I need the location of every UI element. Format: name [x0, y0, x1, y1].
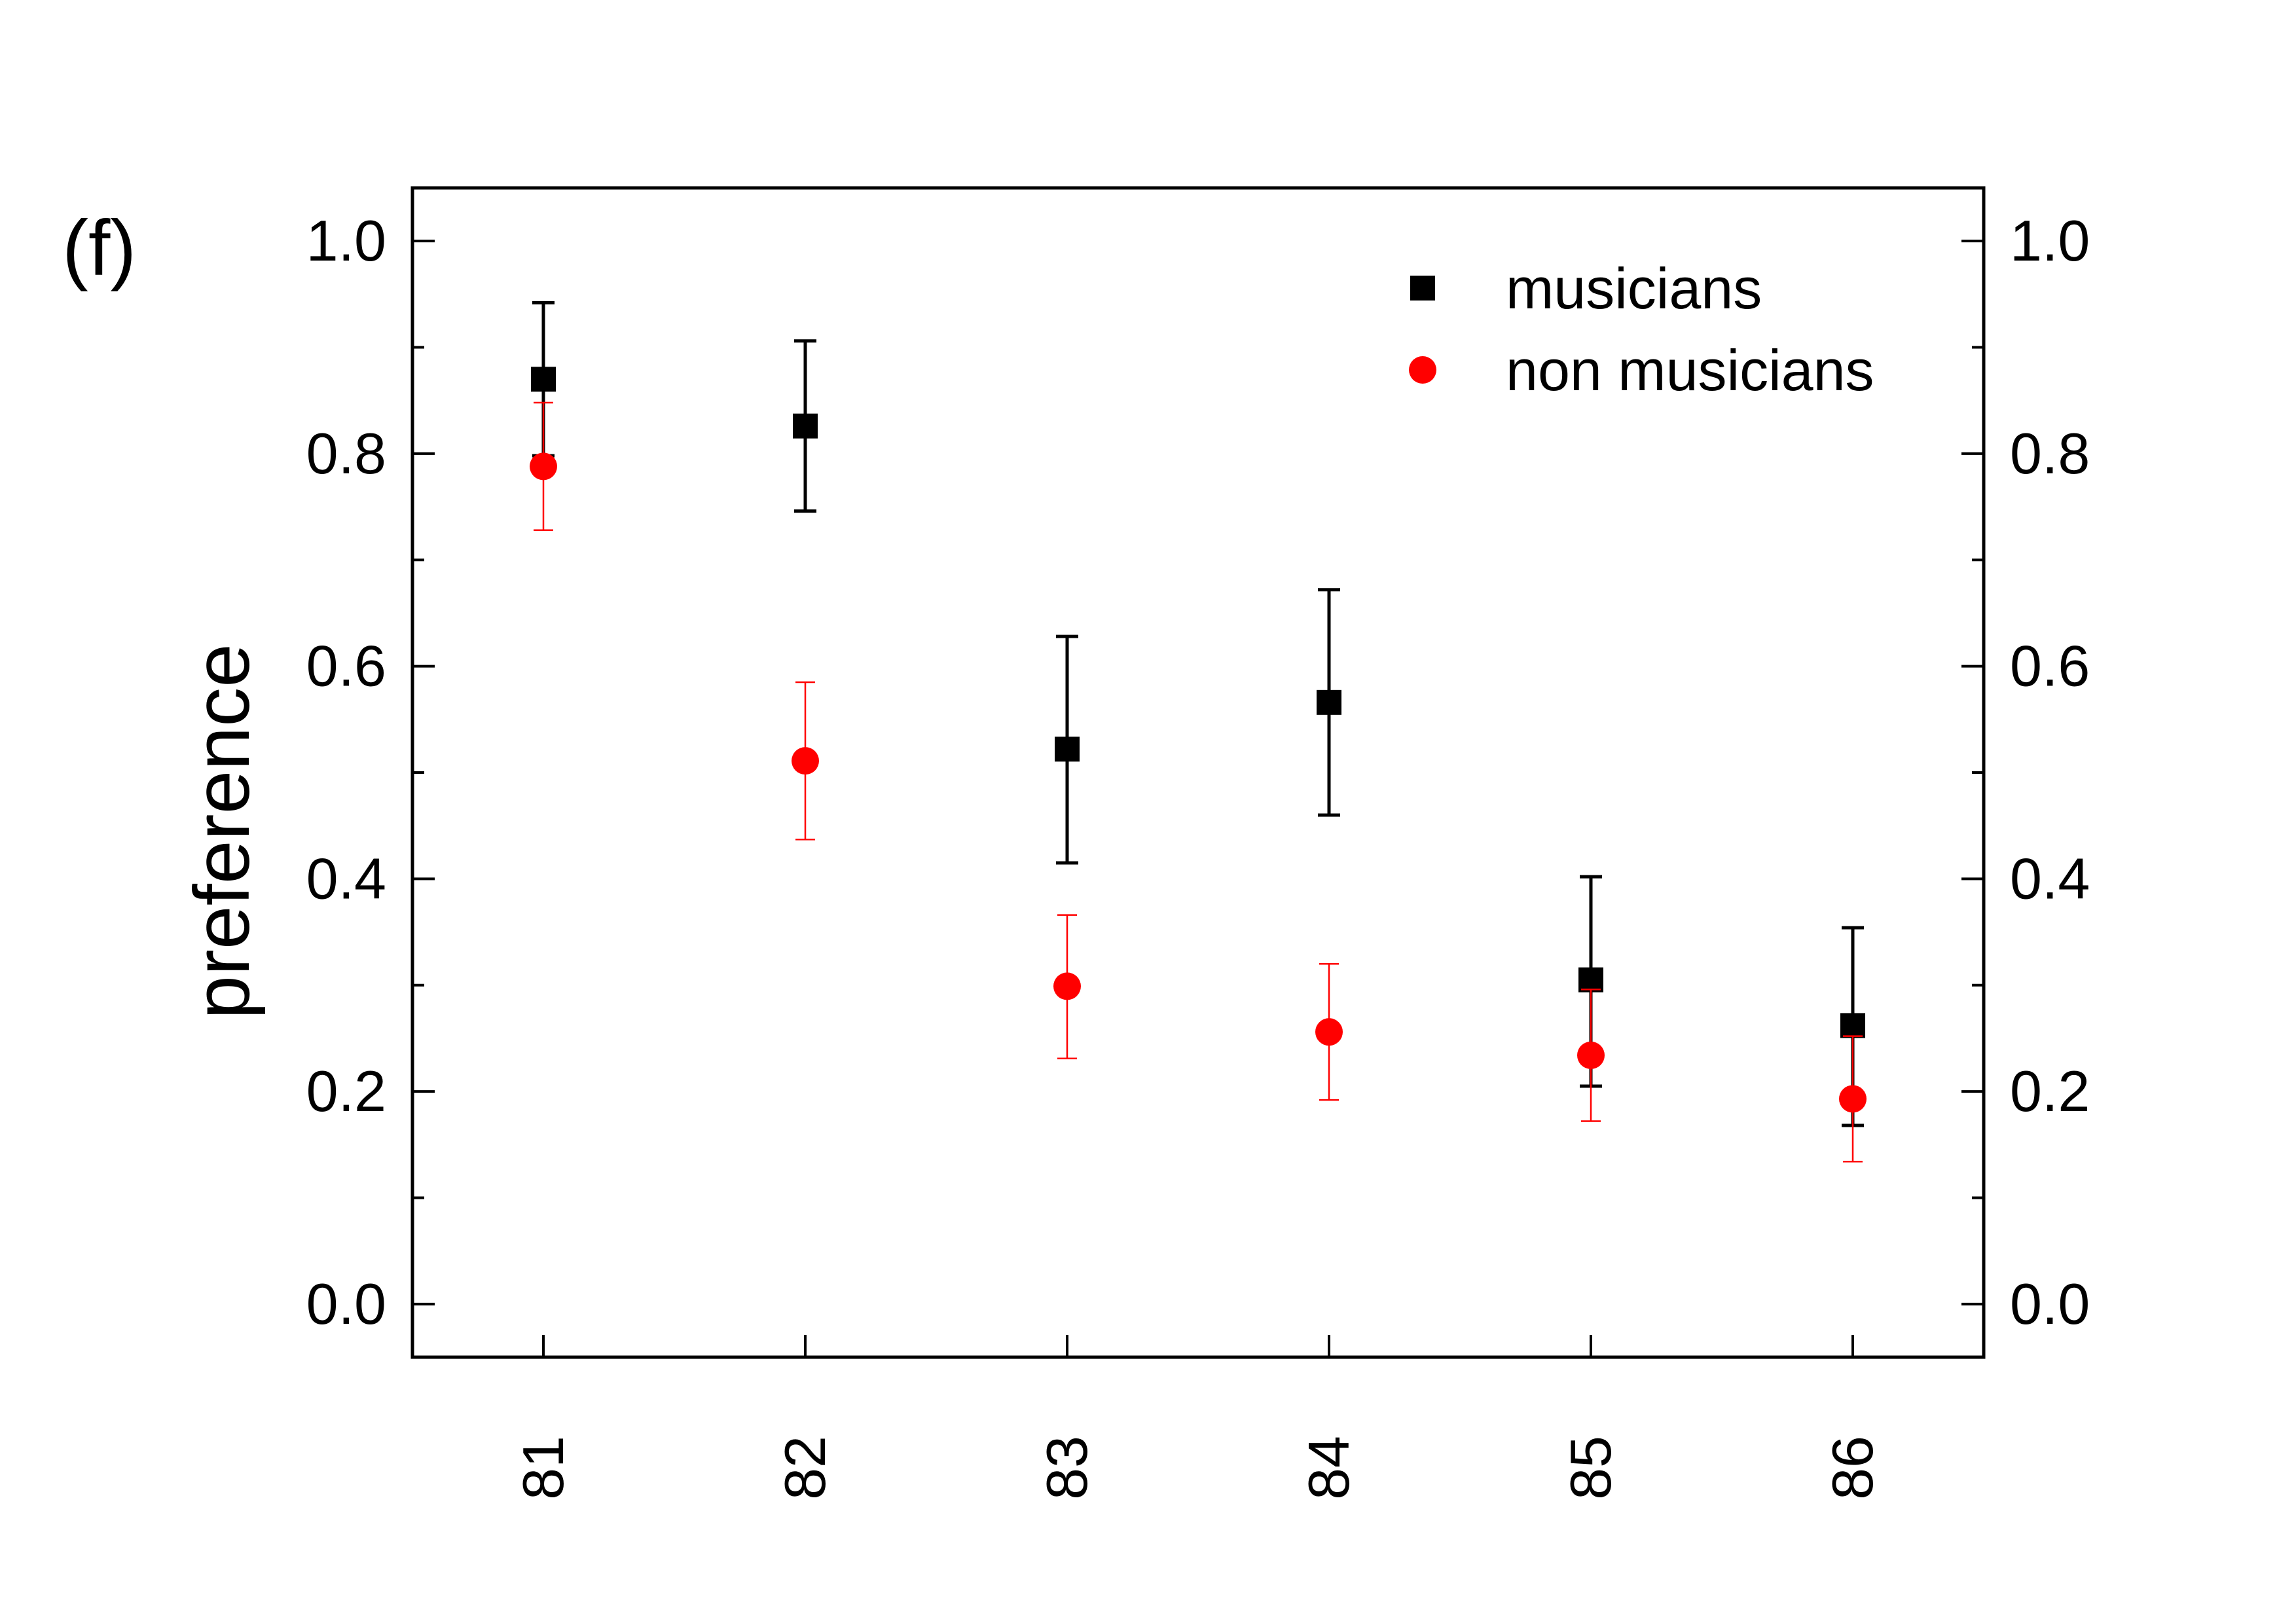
data-point	[531, 367, 556, 392]
legend-label: non musicians	[1506, 338, 1874, 403]
data-point	[1577, 1041, 1605, 1069]
data-point	[1315, 1018, 1343, 1046]
data-point	[792, 747, 819, 775]
data-point	[530, 452, 557, 481]
y-tick-label-left: 0.2	[306, 1059, 386, 1123]
legend: musicians non musicians	[1409, 256, 1874, 403]
y-tick-label-left: 0.4	[306, 846, 386, 911]
y-tick-label-right: 0.4	[2010, 846, 2090, 911]
x-tick-label: 85	[1558, 1436, 1623, 1500]
data-point	[1055, 737, 1080, 762]
y-tick-label-right: 0.6	[2010, 634, 2090, 699]
data-point	[1840, 1013, 1865, 1038]
x-tick-label: 81	[511, 1436, 575, 1500]
panel-label: (f)	[62, 204, 136, 292]
data-point	[1578, 967, 1603, 993]
y-tick-label-left: 1.0	[306, 208, 386, 273]
data-point	[793, 413, 818, 439]
x-tick-label: 82	[773, 1436, 837, 1500]
axes: 0.0 0.0 0.2 0.2 0.4 0.4 0.6 0.6 0.8 0.8 1.0 1.0 81 82…	[306, 186, 2090, 1500]
y-tick-label-right: 0.0	[2010, 1271, 2090, 1336]
y-tick-label-right: 0.8	[2010, 421, 2090, 486]
legend-label: musicians	[1506, 256, 1762, 321]
y-tick-label-left: 0.0	[306, 1271, 386, 1336]
y-tick-label-right: 0.2	[2010, 1059, 2090, 1123]
y-tick-label-left: 0.8	[306, 421, 386, 486]
y-tick-label-right: 1.0	[2010, 208, 2090, 273]
data-point	[1839, 1085, 1867, 1113]
legend-marker-square	[1410, 276, 1435, 301]
data-series	[530, 301, 1867, 1163]
series-non-musicians	[530, 401, 1867, 1163]
data-point	[1317, 689, 1341, 715]
x-tick-label: 84	[1296, 1436, 1361, 1500]
y-tick-label-left: 0.6	[306, 634, 386, 699]
y-axis-label: preference	[178, 644, 266, 1019]
x-tick-label: 83	[1034, 1436, 1099, 1500]
legend-marker-circle	[1409, 356, 1436, 384]
series-musicians	[531, 301, 1865, 1127]
x-tick-label: 86	[1820, 1436, 1885, 1500]
data-point	[1053, 972, 1081, 1000]
